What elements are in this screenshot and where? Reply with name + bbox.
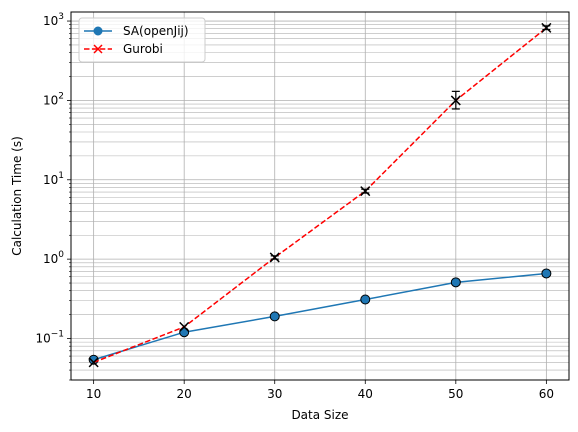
- y-tick-label: 103: [43, 12, 64, 28]
- y-axis-label: Calculation Time (s): [10, 136, 24, 256]
- legend-marker: [93, 44, 103, 54]
- y-axis: 10−1 100 101 102 103: [35, 12, 71, 381]
- y-tick-label: 100: [43, 250, 64, 266]
- x-tick-label: 10: [86, 387, 101, 401]
- x-axis-label: Data Size: [291, 408, 348, 422]
- data-point: [541, 268, 552, 279]
- data-point: [360, 186, 371, 197]
- data-point: [360, 294, 371, 305]
- x-axis: 10 20 30 40 50 60: [86, 380, 554, 401]
- legend-item: Gurobi: [84, 42, 163, 56]
- x-tick-label: 50: [448, 387, 463, 401]
- data-point: [269, 252, 280, 263]
- data-point: [88, 357, 99, 368]
- data-point: [450, 277, 461, 288]
- legend: SA(openJij) Gurobi: [78, 17, 206, 63]
- x-marker-stroke: [360, 186, 371, 197]
- series-line: [93, 272, 547, 361]
- data-point: [179, 321, 190, 332]
- legend-label: SA(openJij): [123, 24, 189, 38]
- series-sa-openjij: [88, 268, 552, 365]
- x-marker-stroke: [179, 321, 190, 332]
- x-marker-stroke: [541, 22, 552, 33]
- data-point: [541, 22, 552, 33]
- x-tick-label: 20: [177, 387, 192, 401]
- x-marker-stroke: [88, 357, 99, 368]
- x-marker-stroke: [93, 44, 103, 54]
- x-tick-label: 30: [267, 387, 282, 401]
- y-tick-label: 101: [43, 171, 64, 187]
- legend-label: Gurobi: [123, 42, 163, 56]
- series-line: [93, 27, 547, 364]
- y-tick-label: 102: [43, 91, 64, 107]
- legend-item: SA(openJij): [84, 24, 189, 38]
- x-marker-stroke: [450, 95, 461, 106]
- series-gurobi: [88, 22, 552, 368]
- x-tick-label: 40: [358, 387, 373, 401]
- data-point: [450, 95, 461, 106]
- x-tick-label: 60: [539, 387, 554, 401]
- data-point: [269, 311, 280, 322]
- y-tick-label: 10−1: [35, 330, 64, 346]
- x-marker-stroke: [269, 252, 280, 263]
- legend-marker: [93, 26, 103, 36]
- legend-box: [78, 17, 206, 63]
- plot-frame: [70, 11, 570, 381]
- plot-series: [88, 22, 552, 368]
